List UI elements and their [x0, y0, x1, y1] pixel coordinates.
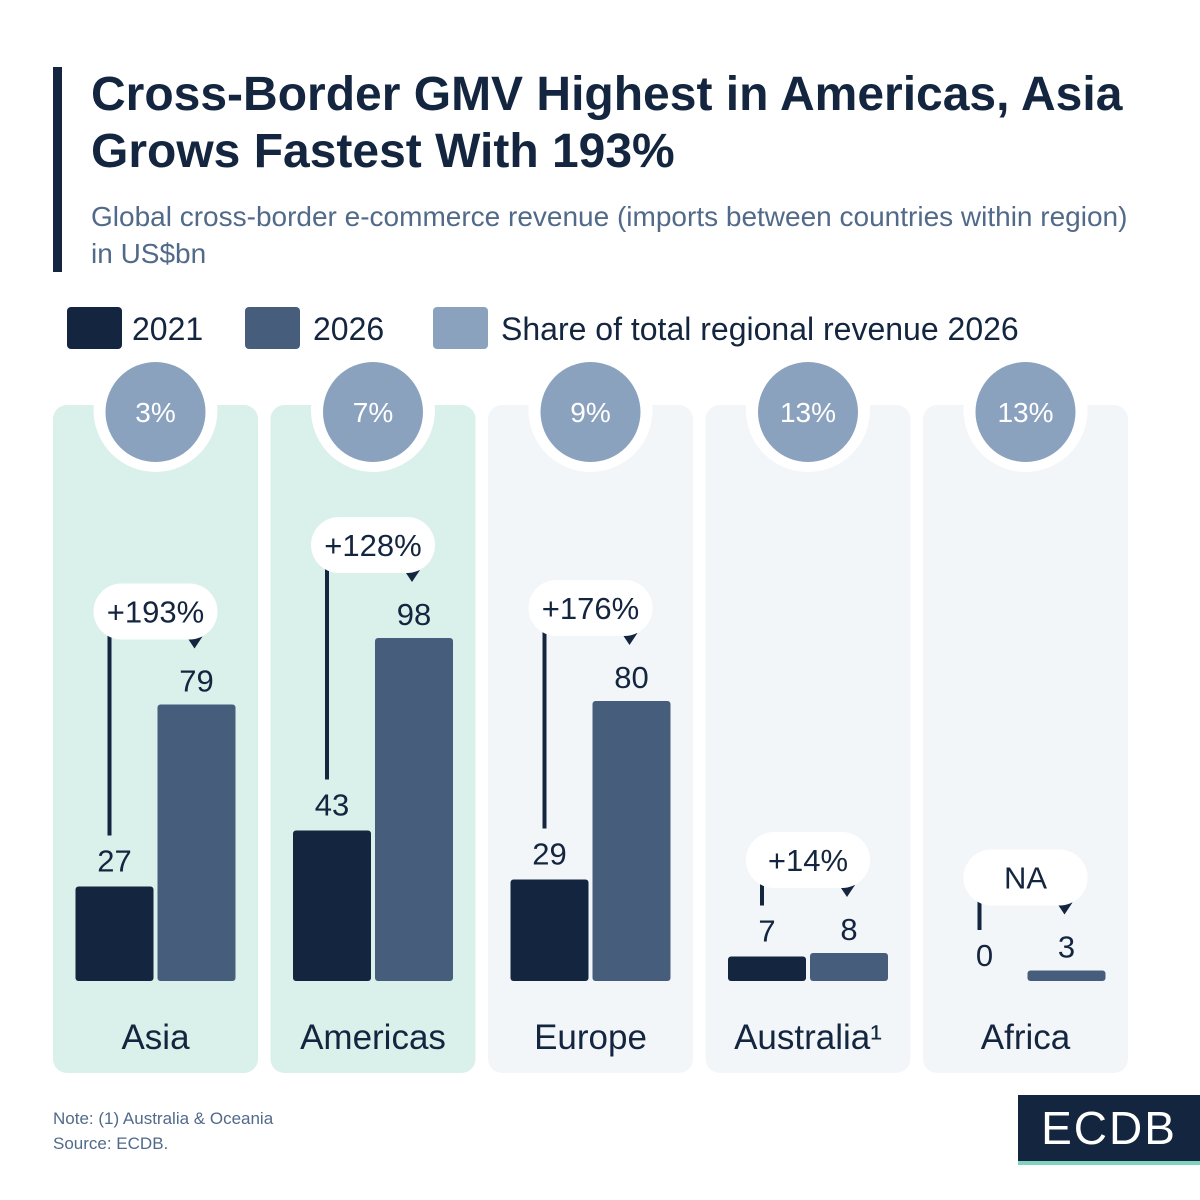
page-title: Cross-Border GMV Highest in Americas, As…	[91, 68, 1123, 178]
note-text: Note: (1) Australia & Oceania	[53, 1109, 274, 1128]
share-circle-asia	[105, 362, 206, 462]
value-label-2021-australia: 7	[758, 914, 775, 949]
legend-label-2026: 2026	[313, 311, 385, 347]
legend-swatch-2026	[245, 307, 300, 349]
growth-label-asia: +193%	[107, 595, 204, 630]
title-accent-bar	[53, 67, 62, 272]
category-label-africa: Africa	[981, 1018, 1071, 1057]
bar-2026-africa	[1027, 970, 1106, 981]
growth-arrow-head-australia	[839, 885, 855, 897]
legend-label-2021: 2021	[132, 311, 204, 347]
bar-2021-americas	[293, 830, 371, 981]
legend-swatch-2021	[67, 307, 122, 349]
share-circle-americas	[323, 362, 423, 462]
growth-pill-asia	[93, 583, 218, 640]
panel-africa	[923, 405, 1128, 1073]
growth-arrow-head-europe	[621, 633, 638, 645]
growth-arrow-head-americas	[404, 570, 420, 582]
share-label-asia: 3%	[135, 397, 175, 428]
value-label-2026-europe: 80	[614, 660, 648, 695]
category-label-americas: Americas	[300, 1018, 446, 1057]
growth-arrow-head-asia	[186, 636, 203, 649]
panel-australia	[705, 405, 911, 1073]
value-label-2026-americas: 98	[397, 597, 431, 632]
bar-2026-americas	[375, 638, 453, 981]
growth-label-africa: NA	[1004, 861, 1047, 896]
category-label-australia: Australia¹	[734, 1018, 882, 1057]
category-label-asia: Asia	[121, 1018, 190, 1057]
page-subtitle: Global cross-border e-commerce revenue (…	[91, 201, 1128, 269]
growth-pill-africa	[963, 849, 1088, 906]
share-label-australia: 13%	[780, 397, 836, 428]
growth-pill-americas	[311, 517, 435, 573]
growth-label-australia: +14%	[768, 843, 848, 878]
footnote: Note: (1) Australia & Oceania Source: EC…	[53, 1106, 273, 1156]
value-label-2026-asia: 79	[179, 664, 213, 699]
value-label-2026-africa: 3	[1058, 930, 1075, 965]
bar-2026-australia	[810, 953, 888, 981]
bar-2021-australia	[728, 956, 806, 981]
value-label-2021-americas: 43	[315, 788, 349, 823]
value-label-2021-europe: 29	[532, 837, 566, 872]
bar-2021-asia	[75, 886, 154, 981]
growth-pill-europe	[528, 580, 653, 636]
share-circle-africa	[975, 362, 1076, 462]
share-label-americas: 7%	[353, 397, 393, 428]
value-label-2021-africa: 0	[976, 938, 993, 973]
legend-label-share: Share of total regional revenue 2026	[501, 311, 1019, 347]
share-circle-australia	[758, 362, 858, 462]
ecdb-logo: ECDB	[1018, 1095, 1200, 1165]
bar-2021-europe	[510, 879, 589, 981]
bar-2026-asia	[157, 704, 236, 981]
source-text: Source: ECDB.	[53, 1134, 169, 1153]
growth-arrow-head-africa	[1056, 902, 1073, 915]
growth-label-americas: +128%	[324, 528, 421, 563]
legend-swatch-share	[433, 307, 488, 349]
value-label-2021-asia: 27	[97, 844, 131, 879]
share-label-africa: 13%	[997, 397, 1053, 428]
value-label-2026-australia: 8	[840, 912, 857, 947]
category-label-europe: Europe	[534, 1018, 647, 1057]
growth-pill-australia	[746, 832, 870, 888]
share-label-europe: 9%	[570, 397, 610, 428]
share-circle-europe	[540, 362, 641, 462]
growth-label-europe: +176%	[542, 591, 639, 626]
bar-2026-europe	[592, 701, 671, 981]
